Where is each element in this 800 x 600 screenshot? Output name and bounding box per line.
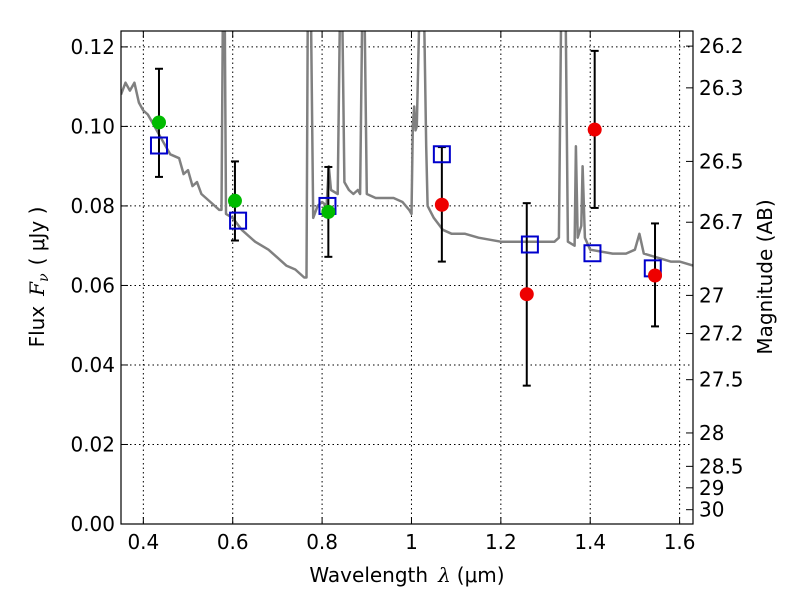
model-photometry-squares [149,136,662,278]
x-tick-label: 1.6 [664,530,696,554]
y-tick-label: 0.08 [70,194,115,218]
x-tick-label: 0.6 [217,530,249,554]
y2-tick-label: 26.5 [699,149,744,173]
observed-point-red [587,122,602,137]
x-tick-label: 0.8 [306,530,338,554]
plot-frame [120,30,694,525]
model-square [229,211,248,230]
y-tick-label: 0.12 [70,35,115,59]
observed-point-green [227,193,242,208]
x-axis-title: Wavelength λ (μm) [309,563,504,587]
x-tick-label: 0.4 [127,530,159,554]
y-axis-ticks: 0.00 0.02 0.04 0.06 0.08 0.10 0.12 [70,35,128,536]
y2-tick-label: 29 [699,476,724,500]
observed-photometry-points [151,115,663,302]
y-tick-label: 0.06 [70,273,115,297]
y2-tick-label: 27.2 [699,322,744,346]
model-square [149,136,168,155]
y2-tick-label: 26.3 [699,76,744,100]
y2-tick-label: 28 [699,421,724,445]
observed-point-red [434,197,449,212]
x-axis-ticks: 0.4 0.6 0.8 1 1.2 1.4 1.6 [127,31,696,554]
model-square [432,145,451,164]
observed-point-green [321,204,336,219]
y2-axis-title: Magnitude (AB) [753,199,777,354]
observed-point-green [151,115,166,130]
model-square [520,235,539,254]
y-tick-label: 0.04 [70,353,115,377]
y2-tick-label: 30 [699,498,724,522]
y2-tick-label: 27.5 [699,368,744,392]
y2-tick-label: 26.7 [699,210,744,234]
y2-tick-label: 28.5 [699,454,744,478]
observed-point-red [519,287,534,302]
model-square [583,244,602,263]
y-tick-label: 0.00 [70,512,115,536]
observed-point-red [648,268,663,283]
x-tick-label: 1.2 [485,530,517,554]
y-tick-label: 0.10 [70,114,115,138]
y2-tick-label: 27 [699,283,724,307]
x-tick-label: 1.4 [574,530,606,554]
x-tick-label: 1 [405,530,418,554]
y2-tick-label: 26.2 [699,34,744,58]
y-axis-title: FluxFν( μJy ) [25,207,52,348]
sed-model-line [121,31,693,279]
y-tick-label: 0.02 [70,432,115,456]
grid [121,31,693,525]
